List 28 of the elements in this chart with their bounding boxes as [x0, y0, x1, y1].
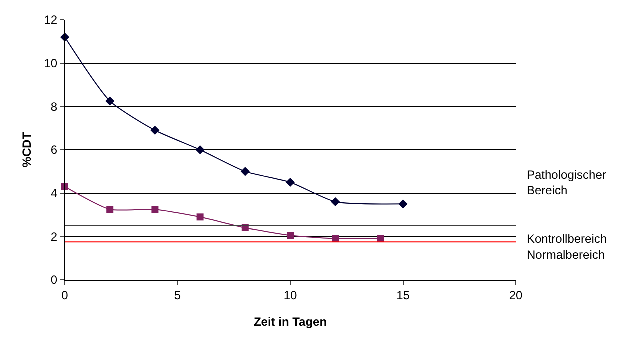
ref-line-label: Normalbereich: [527, 248, 606, 262]
x-tick-label: 15: [396, 288, 410, 302]
x-tick-label: 10: [284, 288, 298, 302]
x-tick-label: 5: [174, 288, 182, 302]
y-tick-label: 8: [50, 100, 58, 114]
ref-line-label: Kontrollbereich: [527, 232, 608, 246]
point: [398, 200, 408, 209]
y-tick-label: 0: [50, 273, 58, 288]
point: [196, 214, 204, 221]
point: [331, 197, 340, 207]
point: [196, 145, 205, 155]
point: [286, 178, 296, 188]
y-tick-label: 12: [44, 13, 58, 28]
point: [240, 167, 250, 176]
x-tick-label: 20: [509, 288, 523, 302]
y-tick-label: 6: [50, 143, 58, 158]
x-axis-title: Zeit in Tagen: [254, 315, 328, 329]
y-tick-label: 4: [50, 186, 58, 201]
x-tick-label: 0: [62, 288, 69, 302]
point: [106, 96, 115, 106]
y-tick-label: 10: [44, 56, 58, 71]
text: Pathologischer Bereich: [527, 168, 606, 198]
point: [150, 126, 160, 136]
point: [287, 232, 294, 240]
y-tick-label: 2: [50, 230, 58, 244]
point: [106, 206, 114, 214]
y-axis-title: %CDT: [20, 132, 34, 168]
point: [152, 206, 159, 214]
